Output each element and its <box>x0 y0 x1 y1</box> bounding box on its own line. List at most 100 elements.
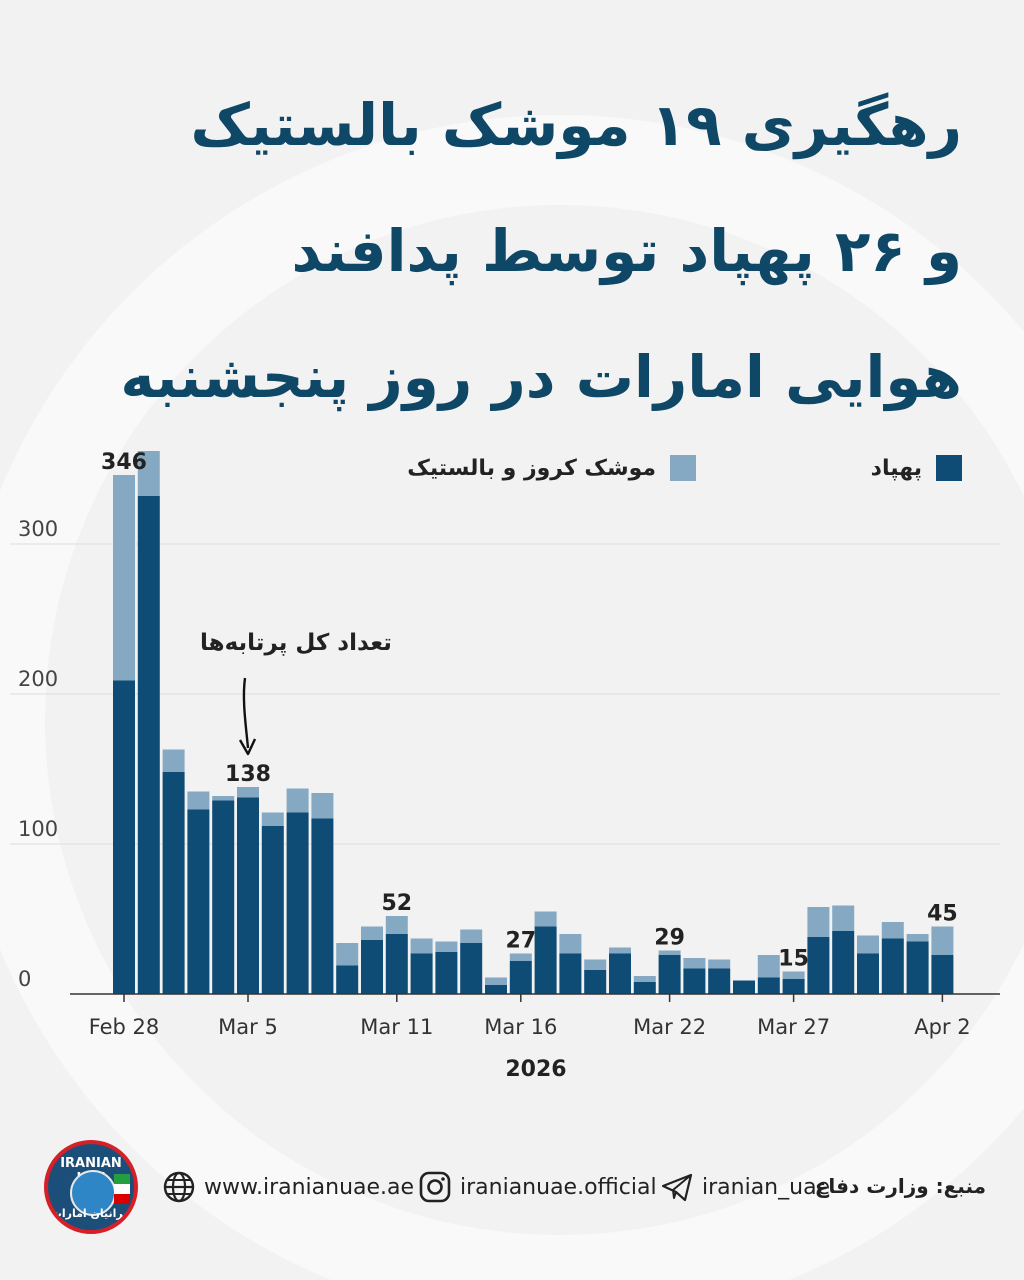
source-text: منبع: وزارت دفاع <box>814 1174 986 1198</box>
bar-missile-Mar-26 <box>757 955 780 978</box>
y-tick-label-300: 300 <box>18 517 58 541</box>
bar-missile-Mar-19 <box>584 959 607 970</box>
bar-drone-Mar-9 <box>336 965 359 994</box>
bar-missile-Mar-18 <box>559 934 582 954</box>
telegram-link[interactable]: iranian_uae <box>660 1170 830 1204</box>
arrow-head <box>238 738 257 756</box>
bar-drone-Mar-30 <box>857 953 879 994</box>
instagram-icon <box>419 1171 451 1203</box>
logo-emblem <box>70 1170 116 1216</box>
bar-missile-Mar-9 <box>336 943 359 966</box>
website-link[interactable]: www.iranianuae.ae <box>162 1170 414 1204</box>
total-label-Mar-16: 27 <box>505 929 536 954</box>
telegram-text: iranian_uae <box>702 1174 831 1200</box>
bar-missile-Mar-23 <box>683 958 706 969</box>
legend-item-drone: پهپاد <box>871 455 962 481</box>
x-tick-label-Mar-11: Mar 11 <box>360 1015 433 1039</box>
title-line-2: و ۲۶ پهپاد توسط پدافند <box>291 217 962 285</box>
total-label-Feb-28: 346 <box>101 450 147 475</box>
x-tick-label-Mar-16: Mar 16 <box>484 1015 557 1039</box>
bar-drone-Mar-10 <box>361 940 383 994</box>
bar-missile-Mar-5 <box>237 787 259 798</box>
bar-missile-Feb-28 <box>113 475 135 681</box>
footer: IRANIAN UAE ایرانیان امارات www.iranianu… <box>0 1140 1024 1240</box>
bar-drone-Mar-2 <box>162 772 185 994</box>
bar-missile-Mar-10 <box>361 926 383 940</box>
bar-drone-Mar-11 <box>385 934 408 994</box>
x-tick-label-Mar-5: Mar 5 <box>218 1015 278 1039</box>
bar-drone-Mar-15 <box>485 985 507 994</box>
bar-drone-Mar-19 <box>584 970 607 994</box>
bar-missile-Mar-6 <box>261 812 284 826</box>
bar-drone-Mar-22 <box>658 955 681 994</box>
bar-drone-Mar-13 <box>435 952 458 994</box>
bar-drone-Mar-26 <box>757 977 780 994</box>
instagram-text: iranianuae.official <box>460 1174 657 1200</box>
globe-icon <box>163 1171 195 1203</box>
bar-drone-Mar-6 <box>261 826 284 994</box>
bar-missile-Mar-28 <box>807 907 830 937</box>
bar-missile-Mar-13 <box>435 941 458 952</box>
bar-missile-Mar-24 <box>708 959 731 969</box>
bar-drone-Mar-18 <box>559 953 582 994</box>
bar-missile-Mar-15 <box>485 977 507 985</box>
bar-missile-Mar-29 <box>832 905 855 931</box>
bar-drone-Mar-24 <box>708 968 731 994</box>
bar-missile-Mar-17 <box>534 911 557 927</box>
bar-drone-Mar-1 <box>137 496 160 994</box>
bar-missile-Mar-14 <box>460 929 483 943</box>
bar-drone-Mar-16 <box>509 961 532 994</box>
bar-drone-Mar-21 <box>633 982 656 994</box>
bar-drone-Mar-4 <box>212 800 235 994</box>
telegram-icon <box>661 1173 693 1202</box>
bar-missile-Mar-11 <box>385 916 408 934</box>
total-label-Mar-11: 52 <box>381 891 412 916</box>
bar-missile-Mar-8 <box>311 793 334 819</box>
bar-missile-Mar-12 <box>410 938 433 954</box>
instagram-link[interactable]: iranianuae.official <box>418 1170 657 1204</box>
y-tick-label-200: 200 <box>18 667 58 691</box>
bar-drone-Mar-28 <box>807 937 830 994</box>
x-tick-label-Apr-2: Apr 2 <box>914 1015 970 1039</box>
bar-missile-Mar-31 <box>881 922 904 939</box>
bar-missile-Mar-27 <box>782 971 805 979</box>
bar-drone-Mar-17 <box>534 926 557 994</box>
total-label-Apr-2: 45 <box>927 902 958 927</box>
total-label-Mar-5: 138 <box>225 762 271 787</box>
bar-missile-Apr-1 <box>906 934 929 942</box>
legend-label-drone: پهپاد <box>870 455 922 481</box>
logo: IRANIAN UAE ایرانیان امارات <box>44 1140 138 1234</box>
bar-drone-Feb-28 <box>113 680 135 994</box>
title-line-3: هوایی امارات در روز پنجشنبه <box>120 343 962 411</box>
legend-swatch-drone <box>936 455 962 481</box>
y-tick-label-0: 0 <box>18 967 31 991</box>
x-tick-label-Mar-27: Mar 27 <box>757 1015 830 1039</box>
x-tick-label-Feb-28: Feb 28 <box>89 1015 160 1039</box>
bar-drone-Mar-8 <box>311 818 334 994</box>
bar-missile-Mar-3 <box>187 791 210 810</box>
bar-drone-Mar-14 <box>460 943 483 994</box>
bar-missile-Apr-2 <box>931 926 954 955</box>
bar-drone-Mar-12 <box>410 953 433 994</box>
bar-missile-Mar-20 <box>609 947 631 954</box>
bar-missile-Mar-7 <box>286 788 309 813</box>
total-label-Mar-22: 29 <box>654 926 685 951</box>
bar-drone-Mar-25 <box>733 980 755 994</box>
bar-drone-Apr-2 <box>931 955 954 994</box>
bar-drone-Mar-3 <box>187 809 210 994</box>
bar-missile-Mar-1 <box>137 451 160 496</box>
website-text: www.iranianuae.ae <box>204 1174 415 1200</box>
legend-label-missile: موشک کروز و بالستیک <box>407 455 656 481</box>
bar-missile-Mar-22 <box>658 950 681 955</box>
annotation-total-projectiles: تعداد کل پرتابه‌ها <box>200 630 392 656</box>
bar-drone-Mar-23 <box>683 968 706 994</box>
logo-flag <box>114 1174 130 1204</box>
stacked-bar-chart: 0 100 200 300 Feb 28 Mar 5 Mar 11 Mar 16 Mar 22 M… <box>10 450 1000 1082</box>
bar-drone-Mar-7 <box>286 812 309 994</box>
x-tick-label-Mar-22: Mar 22 <box>633 1015 706 1039</box>
bar-missile-Mar-16 <box>509 953 532 961</box>
bar-missile-Mar-21 <box>633 976 656 982</box>
bar-drone-Apr-1 <box>906 941 929 994</box>
bar-drone-Mar-5 <box>237 797 259 994</box>
logo-text-bottom: ایرانیان امارات <box>50 1207 132 1220</box>
